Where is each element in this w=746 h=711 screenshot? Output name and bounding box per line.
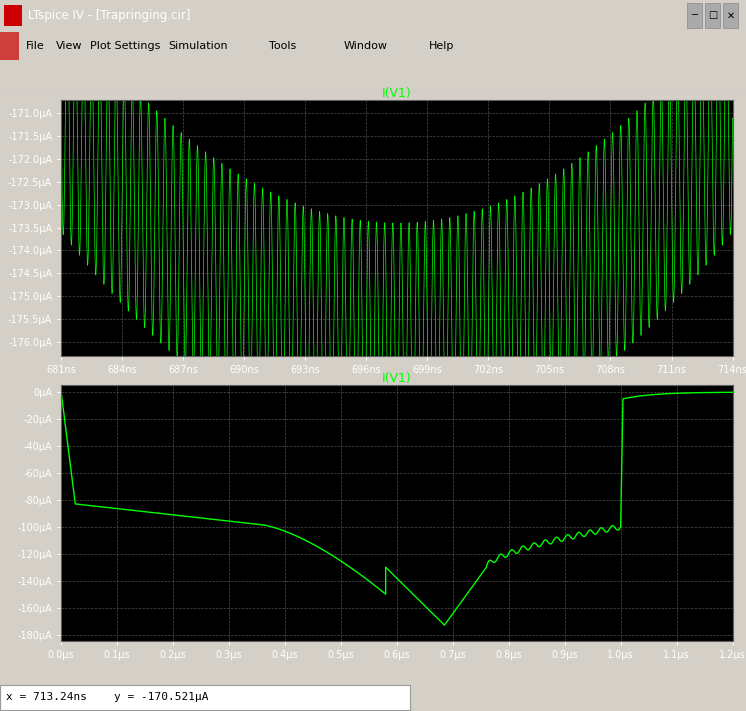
Text: View: View [56,41,83,51]
Text: Tools: Tools [269,41,296,51]
Text: □: □ [708,10,717,21]
Text: Plot Settings: Plot Settings [90,41,160,51]
Bar [723,3,738,28]
Title: I(V1): I(V1) [382,373,412,385]
Text: LTspice IV - [Trapringing.cir]: LTspice IV - [Trapringing.cir] [28,9,191,22]
Bar [705,3,720,28]
Bar [0,685,410,710]
Text: ✕: ✕ [727,10,734,21]
Title: I(V1): I(V1) [382,87,412,100]
Text: ─: ─ [692,10,698,21]
Bar [0,32,19,60]
Text: Window: Window [343,41,387,51]
Text: File: File [26,41,45,51]
Text: Simulation: Simulation [168,41,228,51]
Text: Help: Help [429,41,454,51]
Bar [687,3,702,28]
Bar [4,4,22,26]
Text: x = 713.24ns    y = -170.521μA: x = 713.24ns y = -170.521μA [6,692,208,702]
